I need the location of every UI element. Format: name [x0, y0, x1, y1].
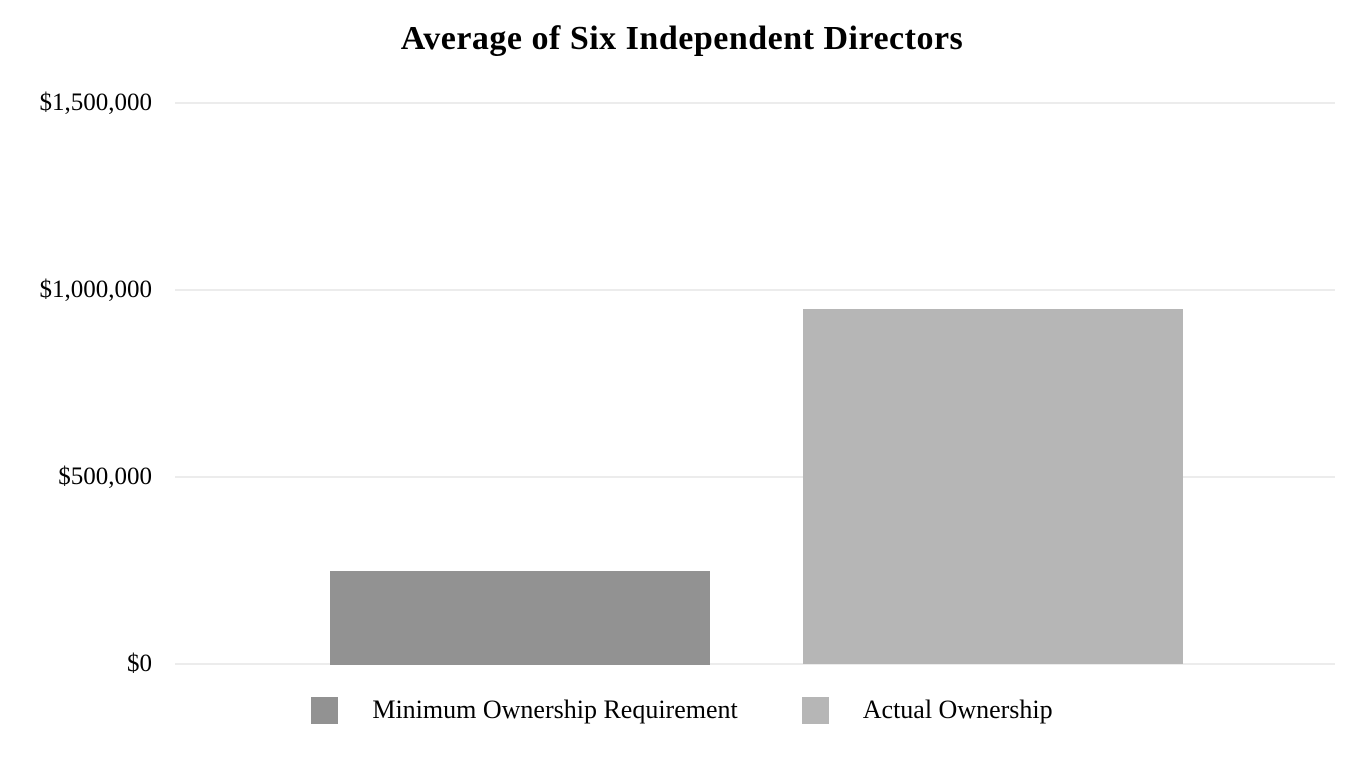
legend-swatch	[311, 696, 339, 724]
legend-item: Minimum Ownership Requirement	[311, 695, 738, 725]
gridline-0	[175, 663, 1335, 665]
bar-actual-ownership	[803, 309, 1183, 664]
y-axis-tick-label: $1,500,000	[39, 89, 153, 116]
gridline-1000000	[175, 289, 1335, 291]
legend: Minimum Ownership Requirement Actual Owne…	[0, 695, 1364, 725]
legend-item: Actual Ownership	[801, 695, 1053, 725]
gridline-1500000	[175, 102, 1335, 104]
y-axis-tick-label: $0	[127, 650, 152, 677]
legend-label: Minimum Ownership Requirement	[372, 695, 738, 724]
gridline-500000	[175, 476, 1335, 478]
y-axis-tick-label: $1,000,000	[39, 276, 153, 303]
bar-minimum-ownership-requirement	[330, 571, 710, 665]
legend-label: Actual Ownership	[862, 695, 1053, 724]
chart-title: Average of Six Independent Directors	[400, 20, 964, 57]
y-axis-tick-label: $500,000	[58, 463, 152, 490]
legend-swatch	[801, 696, 829, 724]
